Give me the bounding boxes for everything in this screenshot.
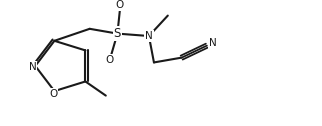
Text: S: S <box>114 27 121 40</box>
Text: N: N <box>29 62 37 72</box>
Text: N: N <box>209 38 217 48</box>
Text: O: O <box>49 89 57 99</box>
Text: O: O <box>116 0 124 10</box>
Text: N: N <box>145 31 153 41</box>
Text: O: O <box>106 55 114 65</box>
